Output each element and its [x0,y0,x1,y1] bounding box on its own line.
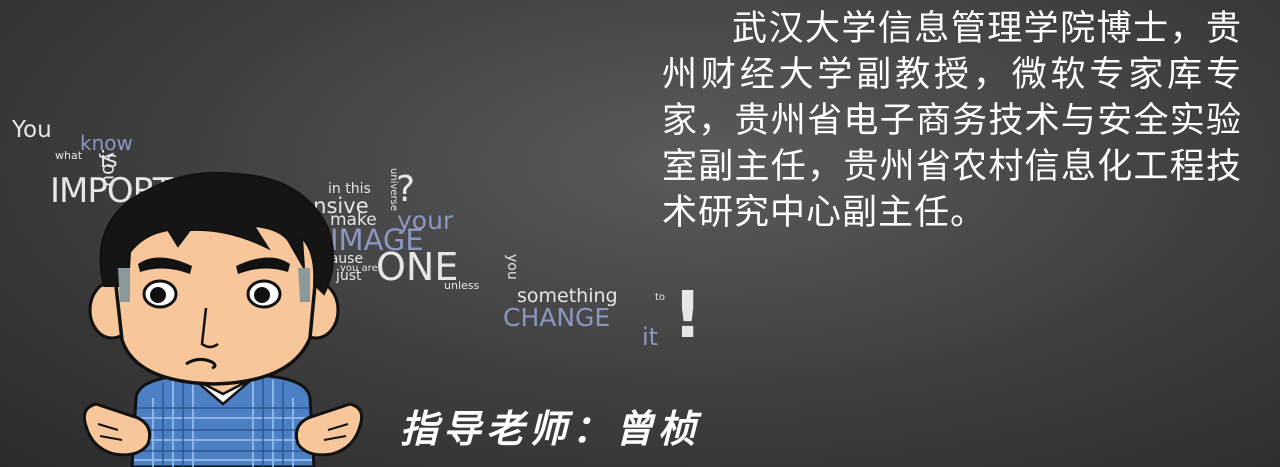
word-you-vertical-2: you [504,254,520,280]
word-your: your [397,206,454,235]
word-in-this: in this [328,181,371,197]
word-make: make [330,210,377,230]
advisor-label: 指导老师：曾桢 [400,406,702,451]
word-what: what [55,149,83,162]
word-something: something [517,285,618,307]
word-exclamation: ! [673,279,703,353]
advisor-bio: 武汉大学信息管理学院博士，贵州财经大学副教授，微软专家库专家，贵州省电子商务技术… [662,9,1242,233]
word-change: CHANGE [503,303,611,332]
word-is: is [100,148,118,173]
word-know: know [80,131,133,155]
cartoon-boy-shrugging-icon [82,171,364,467]
word-question-mark: ? [396,169,416,210]
word-image: IMAGE [330,223,424,257]
word-one: ONE [376,245,459,289]
word-you-are: you are [340,263,378,274]
word-just: just [336,268,362,284]
word-you: You [12,117,52,143]
word-it: it [642,323,659,351]
word-to: to [655,292,666,303]
word-unless: unless [444,279,480,292]
